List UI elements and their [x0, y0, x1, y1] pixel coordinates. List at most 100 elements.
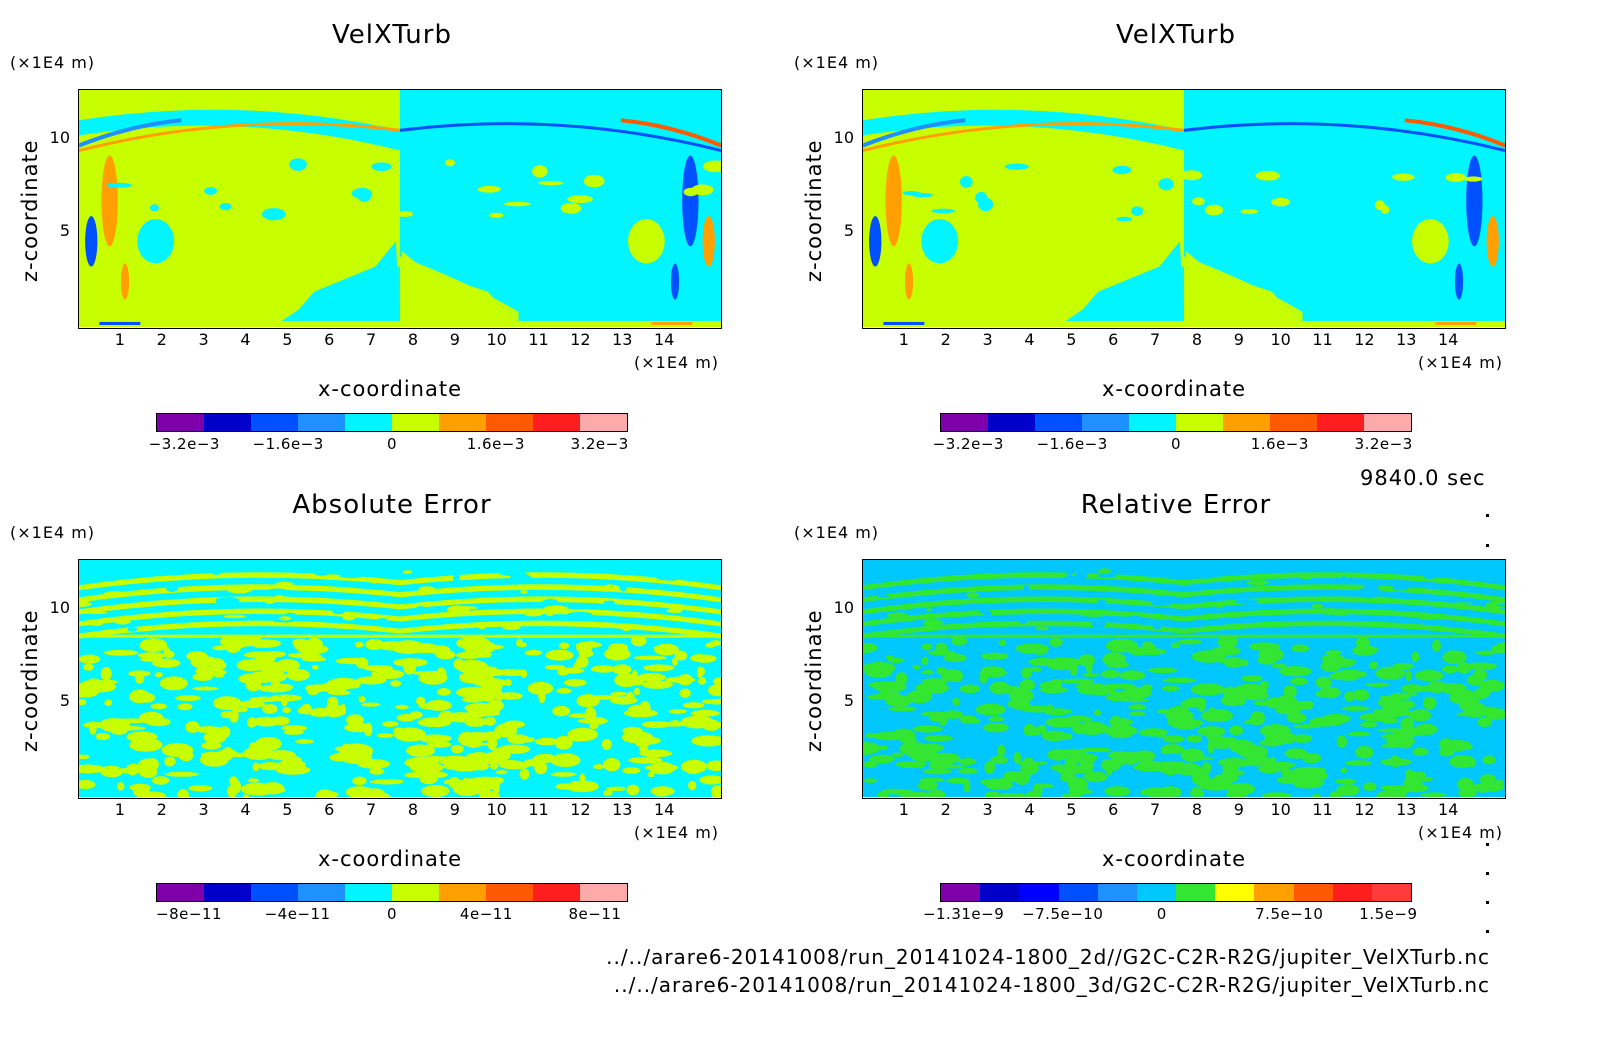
colorbar-tick-label: 0	[386, 435, 398, 453]
file-path-3d: ../../arare6-20141008/run_20141024-1800_…	[613, 973, 1490, 997]
colorbar-swatch	[251, 884, 298, 901]
y-tick-label: 5	[843, 690, 854, 710]
y-unit-label: (×1E4 m)	[10, 523, 96, 542]
x-axis-label: x-coordinate	[318, 377, 463, 401]
colorbar-swatch	[1019, 884, 1059, 901]
colorbar-swatch	[1097, 884, 1137, 901]
x-tick-label: 2	[940, 330, 951, 349]
colorbar-swatch	[1254, 884, 1294, 901]
x-tick-label: 9	[449, 330, 460, 349]
x-tick-label: 4	[1024, 800, 1035, 819]
x-axis-label: x-coordinate	[318, 847, 463, 871]
decorative-dot	[1486, 901, 1489, 904]
x-tick-label: 6	[324, 800, 335, 819]
y-unit-label: (×1E4 m)	[794, 523, 880, 542]
decorative-dot	[1486, 872, 1489, 875]
colorbar-swatch	[1176, 884, 1216, 901]
x-tick-label: 2	[940, 800, 951, 819]
colorbar-swatch	[439, 884, 486, 901]
x-tick-label: 5	[282, 330, 293, 349]
colorbar-tick-label: 0	[1170, 435, 1182, 453]
colorbar-swatch	[204, 414, 251, 431]
y-tick-label: 5	[843, 220, 854, 240]
y-axis-label: z-coordinate	[802, 139, 826, 282]
colorbar-swatch	[1082, 414, 1129, 431]
colorbar-swatch	[1270, 414, 1317, 431]
colorbar-swatch	[298, 884, 345, 901]
chart-panel: VelXTurb (×1E4 m) z-coordinate 1 2 3 4 5 6 7 8 9 10 1…	[0, 0, 784, 470]
x-tick-label: 8	[407, 330, 419, 349]
y-axis-label: z-coordinate	[18, 609, 42, 752]
colorbar-swatch	[251, 414, 298, 431]
colorbar-swatch	[392, 884, 439, 901]
colorbar-swatch	[1136, 884, 1177, 901]
decorative-dot	[1486, 843, 1489, 846]
colorbar-swatch	[345, 884, 392, 901]
x-tick-label: 11	[528, 800, 549, 819]
colorbar-swatch	[941, 884, 981, 901]
x-tick-label: 11	[528, 330, 549, 349]
x-tick-label: 12	[1354, 330, 1375, 349]
colorbar-tick-label: 3.2e−3	[1354, 435, 1413, 453]
x-tick-label: 14	[653, 800, 675, 819]
x-unit-label: (×1E4 m)	[1418, 353, 1504, 372]
contour-field	[863, 560, 1505, 797]
chart-panel: Absolute Error (×1E4 m) z-coordinate 1 2 3 4 5 6…	[0, 470, 784, 940]
colorbar-swatch	[157, 414, 204, 431]
x-unit-label: (×1E4 m)	[1418, 823, 1504, 842]
decorative-dot	[1486, 544, 1489, 547]
chart-title: VelXTurb	[332, 20, 452, 50]
contour-field	[79, 90, 721, 327]
colorbar-swatch	[1371, 884, 1412, 901]
x-tick-label: 10	[486, 330, 507, 349]
y-tick-label: 10	[833, 597, 854, 617]
decorative-dot	[1486, 514, 1489, 517]
colorbar	[940, 413, 1412, 432]
colorbar-swatch	[1035, 414, 1082, 431]
colorbar-swatch	[1058, 884, 1098, 901]
colorbar-swatch	[486, 884, 533, 901]
x-tick-label: 12	[570, 330, 591, 349]
x-tick-label: 6	[1108, 800, 1119, 819]
x-tick-label: 4	[240, 330, 251, 349]
colorbar-swatch	[1317, 414, 1364, 431]
x-tick-label: 12	[1354, 800, 1375, 819]
x-tick-label: 5	[1066, 330, 1077, 349]
colorbar-swatch	[580, 884, 627, 901]
x-tick-label: 11	[1312, 330, 1333, 349]
x-tick-label: 10	[1270, 330, 1291, 349]
x-tick-label: 6	[1108, 330, 1119, 349]
colorbar-tick-label: 0	[386, 905, 398, 923]
x-tick-label: 7	[365, 800, 377, 819]
colorbar-swatch	[980, 884, 1020, 901]
x-tick-label: 8	[407, 800, 419, 819]
plot-area	[78, 89, 722, 329]
chart-panel: VelXTurb (×1E4 m) z-coordinate 1 2 3 4 5 6 7 8 9 10 1…	[784, 0, 1568, 470]
x-tick-label: 7	[365, 330, 377, 349]
x-tick-label: 9	[1233, 800, 1244, 819]
y-tick-label: 10	[833, 127, 854, 147]
x-tick-label: 3	[982, 330, 993, 349]
x-tick-label: 14	[1437, 330, 1459, 349]
colorbar-swatch	[298, 414, 345, 431]
colorbar-swatch	[1332, 884, 1372, 901]
x-tick-label: 12	[570, 800, 591, 819]
colorbar-tick-label: −3.2e−3	[148, 435, 220, 453]
x-tick-label: 13	[1396, 330, 1417, 349]
colorbar-tick-label: −1.31e−9	[922, 905, 1005, 923]
colorbar	[156, 413, 628, 432]
x-tick-label: 4	[240, 800, 251, 819]
colorbar-swatch	[533, 414, 580, 431]
x-unit-label: (×1E4 m)	[634, 353, 720, 372]
y-axis-label: z-coordinate	[802, 609, 826, 752]
x-tick-label: 14	[653, 330, 675, 349]
colorbar-swatch	[345, 414, 392, 431]
colorbar-tick-label: 1.6e−3	[1250, 435, 1309, 453]
colorbar	[940, 883, 1412, 902]
x-tick-label: 3	[198, 800, 209, 819]
x-tick-label: 8	[1191, 330, 1203, 349]
x-tick-label: 7	[1149, 800, 1161, 819]
x-tick-label: 3	[982, 800, 993, 819]
x-tick-label: 13	[1396, 800, 1417, 819]
colorbar-swatch	[392, 414, 439, 431]
